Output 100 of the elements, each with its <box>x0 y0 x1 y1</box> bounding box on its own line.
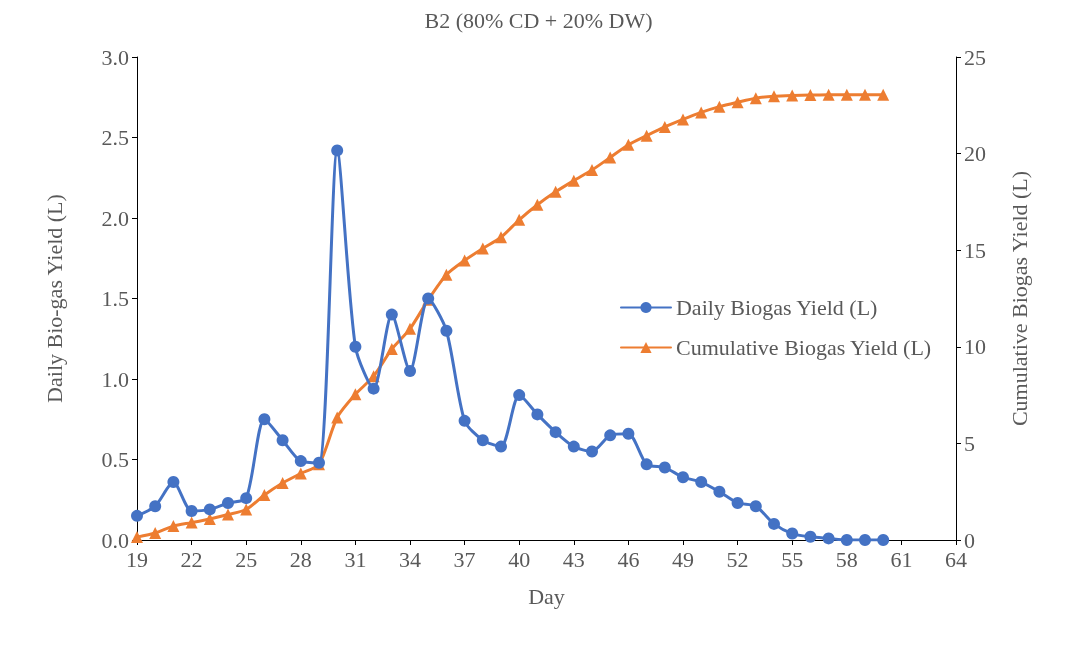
point <box>131 531 143 544</box>
point <box>749 92 762 105</box>
point <box>786 89 799 102</box>
point <box>586 164 598 177</box>
y-tick-label: 1.0 <box>101 366 129 392</box>
point <box>404 364 416 377</box>
point <box>804 530 817 543</box>
point <box>240 492 253 505</box>
legend-label: Cumulative Biogas Yield (L) <box>675 335 932 360</box>
point <box>349 388 362 401</box>
point <box>604 151 617 164</box>
point <box>458 254 471 267</box>
x-tick-label: 37 <box>453 546 476 572</box>
y-tick-label: 2.0 <box>101 205 129 231</box>
x-tick-label: 64 <box>945 546 967 572</box>
point <box>622 138 635 151</box>
y-tick-label: 3.0 <box>101 44 129 70</box>
x-tick-label: 31 <box>344 546 367 572</box>
point <box>149 500 162 513</box>
point <box>677 471 689 484</box>
point <box>586 445 598 458</box>
point <box>404 322 416 335</box>
point <box>658 120 671 133</box>
point <box>331 411 344 424</box>
y-tick-label: 1.5 <box>101 286 129 311</box>
y-axis-title: Daily Bio-gas Yield (L) <box>41 194 67 403</box>
x-tick-label: 49 <box>672 546 694 572</box>
point <box>877 88 890 101</box>
point <box>877 534 890 546</box>
point <box>476 242 489 255</box>
point <box>713 485 726 498</box>
point <box>240 503 253 516</box>
point <box>294 455 307 468</box>
point <box>768 90 780 103</box>
point <box>476 434 489 447</box>
point <box>567 440 580 453</box>
point <box>513 213 526 226</box>
y-tick-label: 2.5 <box>101 125 129 150</box>
point <box>222 496 234 509</box>
point <box>859 534 871 546</box>
y-tick-label: 0.5 <box>101 447 129 472</box>
y2-tick-label: 0 <box>964 527 975 553</box>
point <box>859 88 871 101</box>
point <box>677 113 689 126</box>
point <box>385 308 398 321</box>
point <box>840 88 853 101</box>
point <box>167 520 180 533</box>
y-tick-label: 0.0 <box>101 527 129 553</box>
x-tick-label: 25 <box>235 546 258 572</box>
point <box>440 324 453 337</box>
point <box>185 505 198 518</box>
x-tick-label: 19 <box>126 546 148 572</box>
y2-tick-label: 5 <box>964 430 975 456</box>
point <box>731 496 744 509</box>
y2-axis-title: Cumulative Biogas Yield (L) <box>1006 170 1032 427</box>
point <box>149 527 162 540</box>
point <box>331 144 344 157</box>
x-tick-label: 22 <box>180 546 203 572</box>
point <box>822 88 835 101</box>
y2-tick-label: 10 <box>964 334 986 360</box>
x-tick-label: 58 <box>835 546 858 572</box>
x-tick-label: 61 <box>890 546 913 572</box>
point <box>495 231 507 244</box>
point <box>749 500 762 513</box>
point <box>604 429 617 442</box>
x-tick-label: 43 <box>562 546 585 572</box>
x-tick-label: 46 <box>617 546 640 572</box>
legend-label: Daily Biogas Yield (L) <box>675 295 878 320</box>
point <box>786 527 799 540</box>
point <box>458 414 471 427</box>
point <box>385 343 398 356</box>
point <box>822 532 835 545</box>
point <box>513 389 526 402</box>
point <box>276 434 289 447</box>
point <box>549 426 562 439</box>
point <box>658 461 671 474</box>
point <box>258 413 271 426</box>
point <box>567 174 580 187</box>
point <box>622 427 635 440</box>
point <box>840 534 853 546</box>
point <box>695 106 708 119</box>
x-axis-title: Day <box>528 583 565 609</box>
point <box>185 516 198 529</box>
point <box>495 440 507 453</box>
point <box>695 476 708 489</box>
point <box>294 467 307 480</box>
point <box>640 458 653 471</box>
x-tick-label: 55 <box>781 546 804 572</box>
point <box>531 408 544 421</box>
chart-title: B2 (80% CD + 20% DW) <box>424 7 653 33</box>
point <box>440 268 453 281</box>
point <box>258 488 271 501</box>
point <box>531 198 544 211</box>
x-tick-label: 40 <box>508 546 531 572</box>
point <box>203 503 216 516</box>
point <box>276 477 289 490</box>
point <box>640 129 653 142</box>
point <box>367 382 380 395</box>
point <box>713 100 726 113</box>
point <box>768 517 780 530</box>
